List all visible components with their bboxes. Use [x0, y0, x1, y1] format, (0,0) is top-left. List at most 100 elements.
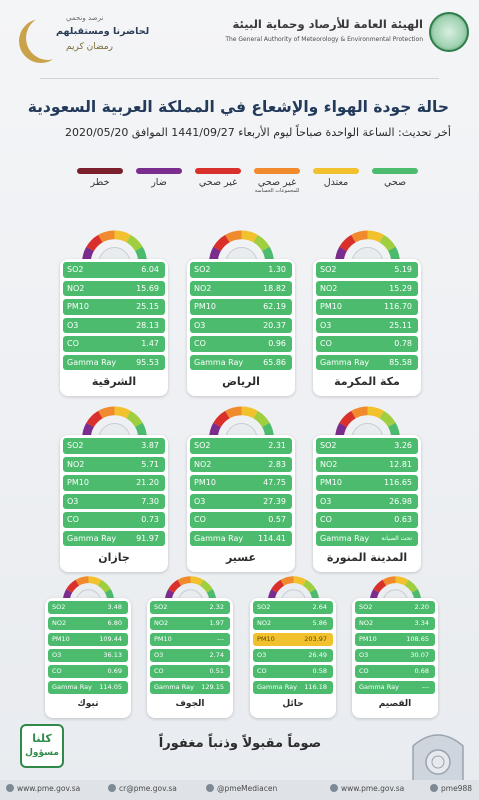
reading-row: PM10 116.65 [316, 475, 418, 491]
pollutant-label: NO2 [320, 283, 338, 293]
pollutant-value: 3.48 [107, 603, 122, 611]
aqi-gauge-icon [81, 226, 148, 263]
station-name: جازان [98, 551, 130, 564]
pollutant-label: O3 [67, 496, 79, 506]
pollutant-label: PM10 [320, 302, 342, 311]
reading-row: NO2 5.86 [253, 617, 333, 630]
reading-row: NO2 18.82 [190, 280, 292, 296]
station-name: عسير [225, 551, 257, 564]
station-name: تبوك [77, 699, 99, 709]
station-name: المدينة المنورة [326, 551, 408, 564]
pollutant-label: Gamma Ray [52, 683, 92, 691]
pollutant-label: NO2 [194, 283, 212, 293]
pollutant-label: PM10 [52, 635, 70, 643]
pollutant-value: 2.74 [209, 651, 224, 659]
reading-row: PM10 47.75 [190, 475, 292, 491]
pollutant-value: 36.13 [103, 651, 122, 659]
pollutant-label: PM10 [257, 635, 275, 643]
social-icon [206, 784, 214, 792]
aqi-gauge-icon [81, 402, 148, 439]
globe-icon [330, 784, 338, 792]
station-readings-panel: SO2 6.04 NO2 15.69 PM10 25.15 O3 28.13 CO 1.47 Gam… [60, 259, 168, 396]
reading-row: PM10 62.19 [190, 299, 292, 315]
pollutant-value: 2.32 [209, 603, 224, 611]
reading-row: Gamma Ray --- [355, 681, 435, 694]
footer-contact-bar: www.pme.gov.sa cr@pme.gov.sa @pmeMediacen w… [0, 780, 479, 800]
station-readings-panel: SO2 2.32 NO2 1.97 PM10 --- O3 2.74 CO 0.51 Gamma R… [147, 598, 233, 718]
pollutant-value: 12.81 [389, 459, 412, 469]
pollutant-label: Gamma Ray [67, 357, 117, 367]
pollutant-value: 0.73 [141, 515, 159, 524]
reading-row: Gamma Ray 65.86 [190, 354, 292, 370]
pollutant-value: 116.65 [384, 478, 412, 487]
pollutant-label: SO2 [194, 441, 211, 450]
reading-row: SO2 3.87 [63, 438, 165, 454]
pollutant-label: PM10 [194, 302, 216, 311]
reading-row: CO 0.68 [355, 665, 435, 678]
reading-row: NO2 3.34 [355, 617, 435, 630]
pollutant-value: 28.13 [136, 320, 159, 330]
aqi-gauge-icon [334, 402, 401, 439]
pollutant-label: SO2 [257, 603, 271, 611]
legend-label: معتدل [323, 177, 349, 188]
reading-row: PM10 --- [150, 633, 230, 646]
reading-row: CO 0.58 [253, 665, 333, 678]
footer-link[interactable]: www.pme.gov.sa [330, 784, 404, 793]
pollutant-label: O3 [320, 320, 332, 330]
pollutant-value: 5.19 [394, 265, 412, 274]
pollutant-label: Gamma Ray [194, 357, 244, 367]
pollutant-label: PM10 [320, 478, 342, 487]
reading-row: PM10 116.70 [316, 299, 418, 315]
pollutant-label: NO2 [320, 459, 338, 469]
pollutant-label: CO [359, 667, 369, 675]
reading-row: SO2 5.19 [316, 262, 418, 278]
pollutant-label: O3 [257, 651, 267, 659]
reading-row: O3 7.30 [63, 493, 165, 509]
reading-row: O3 36.13 [48, 649, 128, 662]
footer-link-text: www.pme.gov.sa [17, 784, 81, 793]
ramadan-slogan: صوماً مقبولاً وذنباً مغفوراً [158, 736, 322, 751]
reading-row: O3 20.37 [190, 317, 292, 333]
station-readings-panel: SO2 2.64 NO2 5.86 PM10 203.97 O3 26.49 CO 0.58 Gam… [250, 598, 336, 718]
reading-row: Gamma Ray 114.41 [190, 530, 292, 546]
pollutant-label: O3 [359, 651, 369, 659]
footer-link[interactable]: pme988 [430, 784, 472, 793]
reading-row: CO 0.73 [63, 512, 165, 528]
pollutant-value: 7.30 [141, 496, 159, 506]
pollutant-label: NO2 [67, 459, 85, 469]
pollutant-label: CO [257, 667, 267, 675]
footer-link[interactable]: @pmeMediacen [206, 784, 277, 793]
footer-link[interactable]: www.pme.gov.sa [6, 784, 80, 793]
pollutant-label: O3 [194, 496, 206, 506]
reading-row: Gamma Ray 116.18 [253, 681, 333, 694]
pollutant-value: 15.69 [136, 283, 159, 293]
aqi-legend: صحي معتدل غير صحي للمجموعات الحساسة غير صحي ض… [66, 168, 418, 208]
legend-color-swatch [313, 168, 359, 174]
reading-row: PM10 21.20 [63, 475, 165, 491]
pollutant-label: NO2 [194, 459, 212, 469]
reading-row: O3 2.74 [150, 649, 230, 662]
pollutant-value: 47.75 [263, 478, 286, 487]
reading-row: SO2 2.64 [253, 601, 333, 614]
reading-row: SO2 3.48 [48, 601, 128, 614]
pollutant-label: SO2 [359, 603, 373, 611]
pollutant-value: 108.65 [406, 635, 429, 643]
pollutant-label: O3 [154, 651, 164, 659]
reading-row: CO 0.57 [190, 512, 292, 528]
footer-link[interactable]: cr@pme.gov.sa [108, 784, 177, 793]
station-name: الجوف [175, 699, 205, 709]
page-title: حالة جودة الهواء والإشعاع في المملكة الع… [27, 98, 449, 116]
pollutant-value: 20.37 [263, 320, 286, 330]
reading-row: SO2 2.20 [355, 601, 435, 614]
station-readings-panel: SO2 5.19 NO2 15.29 PM10 116.70 O3 25.11 CO 0.78 Ga… [313, 259, 421, 396]
pollutant-label: SO2 [154, 603, 168, 611]
station-name: مكة المكرمة [334, 375, 400, 388]
pollutant-label: Gamma Ray [154, 683, 194, 691]
aqi-gauge-icon [62, 573, 115, 602]
reading-row: O3 26.98 [316, 493, 418, 509]
legend-item: صحي [372, 168, 418, 188]
pollutant-value: 2.83 [268, 459, 286, 469]
pollutant-value: 5.86 [312, 619, 327, 627]
legend-label: غير صحي [257, 177, 297, 188]
pollutant-value: 3.34 [414, 619, 429, 627]
